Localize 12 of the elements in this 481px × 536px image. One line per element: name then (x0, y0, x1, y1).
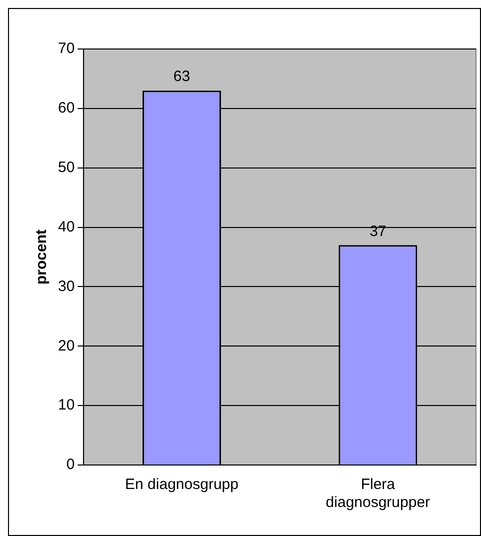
x-tick-label: Flera diagnosgrupper (326, 476, 430, 512)
y-axis-title: procent (33, 229, 50, 285)
y-tick-label: 30 (58, 278, 75, 295)
data-label: 63 (173, 68, 190, 86)
y-tick-label: 40 (58, 218, 75, 236)
y-tick-label: 60 (58, 100, 75, 117)
y-tick-label: 0 (66, 456, 75, 474)
y-tick-label: 70 (58, 40, 75, 58)
y-tick-label: 10 (58, 396, 75, 414)
y-tick-label: 20 (58, 337, 75, 354)
y-tick-label: 50 (58, 159, 75, 176)
x-tick-label: En diagnosgrupp (125, 476, 238, 494)
